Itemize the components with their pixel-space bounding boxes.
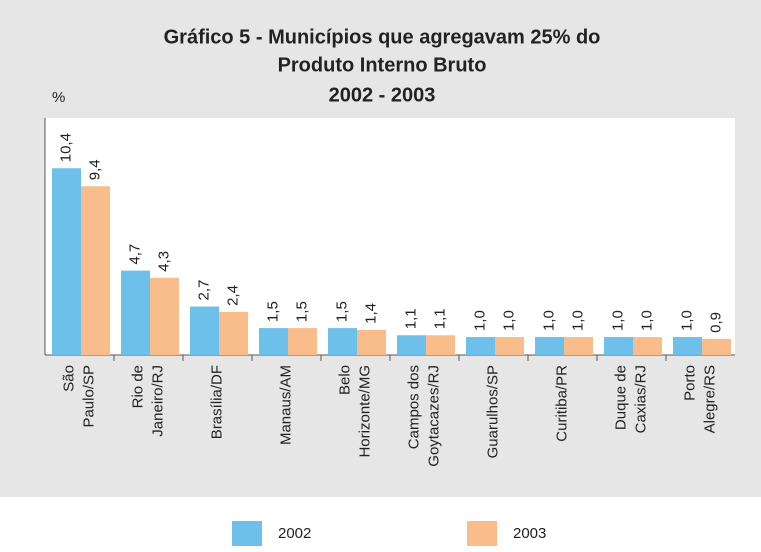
value-label: 1,0	[569, 310, 586, 331]
chart-title: Gráfico 5 - Municípios que agregavam 25%…	[164, 26, 601, 48]
value-label: 2,7	[195, 280, 212, 301]
bar	[564, 337, 593, 355]
bar	[426, 335, 455, 355]
value-label: 1,5	[293, 301, 310, 322]
bar	[190, 306, 219, 355]
bar	[535, 337, 564, 355]
value-label: 1,5	[333, 301, 350, 322]
x-tick-label: Campos dos	[405, 365, 422, 449]
bar	[121, 270, 150, 355]
legend-label: 2002	[278, 525, 311, 542]
x-tick-label: Goytacazes/RJ	[425, 365, 442, 467]
value-label: 4,3	[155, 251, 172, 272]
x-tick-label: Janeiro/RJ	[149, 365, 166, 437]
value-label: 1,1	[402, 308, 419, 329]
bar	[81, 186, 110, 355]
value-label: 4,7	[126, 244, 143, 265]
bar	[328, 328, 357, 355]
x-tick-label: Manaus/AM	[277, 365, 294, 445]
value-label: 1,0	[500, 310, 517, 331]
value-label: 1,5	[264, 301, 281, 322]
x-tick-label: Porto	[681, 365, 698, 401]
bar	[604, 337, 633, 355]
x-tick-label: Duque de	[612, 365, 629, 430]
x-tick-label: Rio de	[129, 365, 146, 408]
chart-subtitle: 2002 - 2003	[329, 84, 436, 106]
value-label: 10,4	[57, 133, 74, 162]
bar	[259, 328, 288, 355]
value-label: 1,0	[540, 310, 557, 331]
bar	[52, 168, 81, 355]
bar	[633, 337, 662, 355]
chart-title: Produto Interno Bruto	[278, 54, 487, 76]
bar	[673, 337, 702, 355]
bar	[466, 337, 495, 355]
value-label: 1,0	[471, 310, 488, 331]
legend-swatch	[232, 521, 262, 546]
value-label: 1,0	[609, 310, 626, 331]
legend-label: 2003	[513, 525, 546, 542]
x-tick-label: Paulo/SP	[80, 365, 97, 428]
bar	[288, 328, 317, 355]
bar	[357, 329, 386, 355]
bar	[495, 337, 524, 355]
value-label: 0,9	[707, 312, 724, 333]
value-label: 1,4	[362, 303, 379, 324]
bar	[150, 277, 179, 355]
x-tick-label: Horizonte/MG	[356, 365, 373, 458]
value-label: 9,4	[86, 159, 103, 180]
x-tick-label: Belo	[336, 365, 353, 395]
value-label: 1,0	[678, 310, 695, 331]
y-axis-label: %	[52, 89, 65, 106]
bar	[397, 335, 426, 355]
x-tick-label: Alegre/RS	[701, 365, 718, 433]
bar	[219, 311, 248, 355]
bar	[702, 338, 731, 355]
legend-swatch	[467, 521, 497, 546]
value-label: 1,0	[638, 310, 655, 331]
x-tick-label: Guarulhos/SP	[484, 365, 501, 458]
x-tick-label: Curitiba/PR	[553, 365, 570, 442]
x-tick-label: São	[60, 365, 77, 392]
x-tick-label: Caxias/RJ	[632, 365, 649, 433]
value-label: 2,4	[224, 285, 241, 306]
x-tick-label: Brasília/DF	[208, 365, 225, 439]
value-label: 1,1	[431, 308, 448, 329]
